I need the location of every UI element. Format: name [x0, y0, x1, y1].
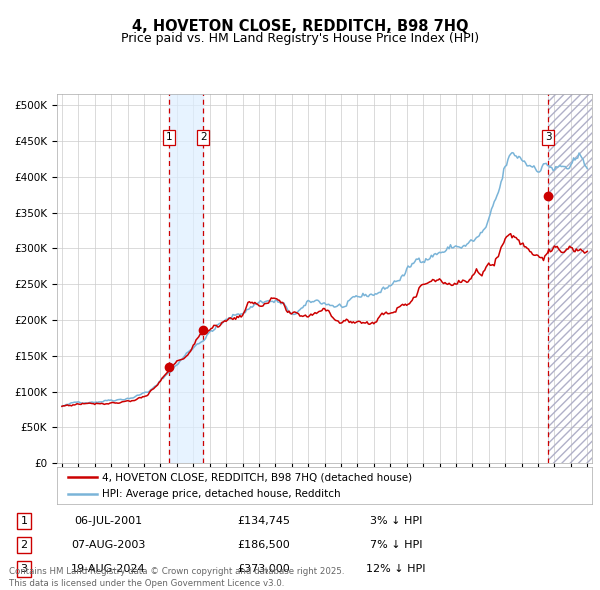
Text: 3: 3 — [20, 563, 28, 573]
Text: 19-AUG-2024: 19-AUG-2024 — [71, 563, 145, 573]
Text: £134,745: £134,745 — [238, 516, 290, 526]
Text: Price paid vs. HM Land Registry's House Price Index (HPI): Price paid vs. HM Land Registry's House … — [121, 32, 479, 45]
Text: 06-JUL-2001: 06-JUL-2001 — [74, 516, 142, 526]
Text: 4, HOVETON CLOSE, REDDITCH, B98 7HQ (detached house): 4, HOVETON CLOSE, REDDITCH, B98 7HQ (det… — [103, 473, 413, 482]
Text: 2: 2 — [200, 132, 206, 142]
Text: HPI: Average price, detached house, Redditch: HPI: Average price, detached house, Redd… — [103, 490, 341, 499]
Text: £186,500: £186,500 — [238, 540, 290, 550]
Text: 7% ↓ HPI: 7% ↓ HPI — [370, 540, 422, 550]
Bar — [548, 94, 592, 463]
Text: 07-AUG-2003: 07-AUG-2003 — [71, 540, 145, 550]
Text: 3% ↓ HPI: 3% ↓ HPI — [370, 516, 422, 526]
Text: 1: 1 — [20, 516, 28, 526]
Text: Contains HM Land Registry data © Crown copyright and database right 2025.
This d: Contains HM Land Registry data © Crown c… — [9, 568, 344, 588]
Text: 1: 1 — [166, 132, 172, 142]
Text: 3: 3 — [545, 132, 551, 142]
Bar — [169, 94, 203, 463]
Text: £373,000: £373,000 — [238, 563, 290, 573]
Text: 4, HOVETON CLOSE, REDDITCH, B98 7HQ: 4, HOVETON CLOSE, REDDITCH, B98 7HQ — [132, 19, 468, 34]
Text: 12% ↓ HPI: 12% ↓ HPI — [366, 563, 426, 573]
Text: 2: 2 — [20, 540, 28, 550]
